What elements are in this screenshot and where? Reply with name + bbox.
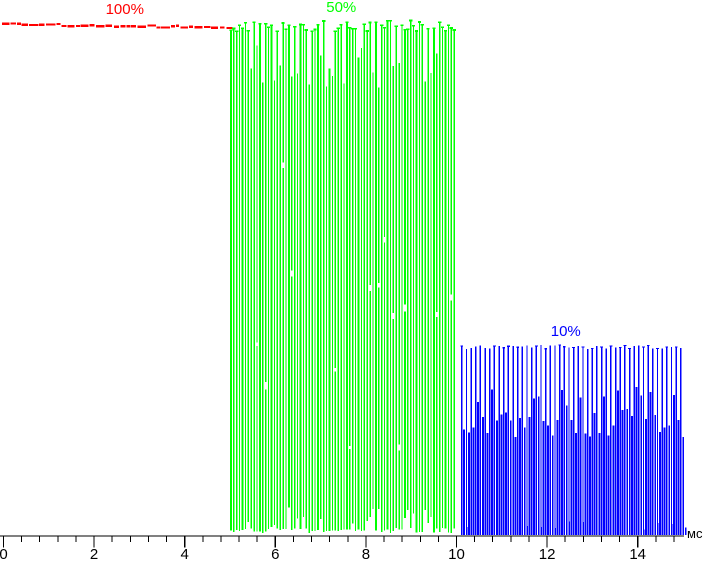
x-tick-label-2: 2 [89,546,99,562]
x-tick-label-8: 8 [361,546,371,562]
trace-100pct [2,22,233,30]
x-axis-minor-ticks [21,536,675,542]
trace-10pct-short-spikes [463,387,685,535]
trace-50pct-top-caps [229,19,456,33]
trace-50pct-major-stripes [230,20,453,533]
trace-50pct-minor-stripes [233,20,455,533]
x-tick-label-10: 10 [448,546,465,562]
x-tick-label-4: 4 [180,546,189,562]
x-tick-label-0: 0 [0,546,8,562]
x-tick-label-12: 12 [538,546,556,562]
trace-label-100pct: 100% [105,1,144,18]
x-tick-label-14: 14 [629,546,647,562]
x-axis-unit-label: мс [687,526,703,541]
x-tick-label-6: 6 [271,546,280,562]
x-axis-line-and-major-ticks [0,535,684,548]
trace-10pct-top-caps [460,344,678,350]
trace-label-50pct: 50% [326,0,357,16]
trace-10pct-tall-spikes [461,345,682,535]
trace-label-10pct: 10% [550,323,581,340]
